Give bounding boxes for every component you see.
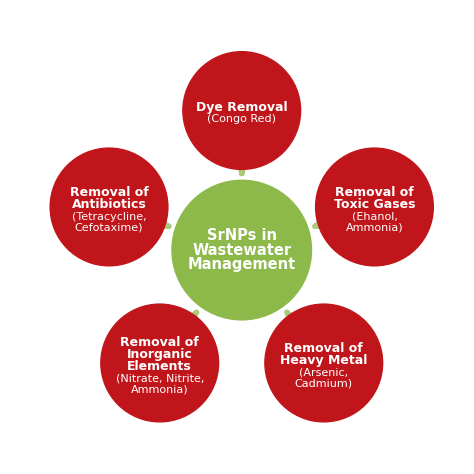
Text: (Tetracycline,: (Tetracycline,: [72, 212, 146, 222]
Text: (Nitrate, Nitrite,: (Nitrate, Nitrite,: [116, 374, 204, 384]
Text: Cadmium): Cadmium): [295, 378, 353, 388]
Text: (Congo Red): (Congo Red): [207, 114, 276, 124]
Text: Removal of: Removal of: [335, 186, 414, 199]
Text: Elements: Elements: [128, 360, 192, 373]
Text: (Arsenic,: (Arsenic,: [299, 368, 348, 378]
Text: Ammonia): Ammonia): [131, 384, 189, 394]
Text: Management: Management: [188, 257, 296, 272]
Text: SrNPs in: SrNPs in: [207, 228, 277, 243]
Text: Toxic Gases: Toxic Gases: [334, 198, 415, 211]
Text: Wastewater: Wastewater: [192, 243, 292, 257]
Circle shape: [316, 148, 433, 266]
Text: (Ehanol,: (Ehanol,: [352, 212, 397, 222]
Text: Cefotaxime): Cefotaxime): [75, 222, 143, 232]
Text: Ammonia): Ammonia): [346, 222, 403, 232]
Text: Antibiotics: Antibiotics: [72, 198, 146, 211]
Text: Removal of: Removal of: [284, 342, 363, 355]
Circle shape: [183, 52, 301, 169]
Text: Inorganic: Inorganic: [127, 348, 192, 361]
Text: Removal of: Removal of: [70, 186, 148, 199]
Circle shape: [265, 304, 383, 422]
Text: Heavy Metal: Heavy Metal: [280, 354, 367, 367]
Text: Removal of: Removal of: [120, 336, 199, 349]
Circle shape: [101, 304, 219, 422]
Circle shape: [172, 180, 311, 320]
Circle shape: [50, 148, 168, 266]
Text: Dye Removal: Dye Removal: [196, 100, 288, 114]
